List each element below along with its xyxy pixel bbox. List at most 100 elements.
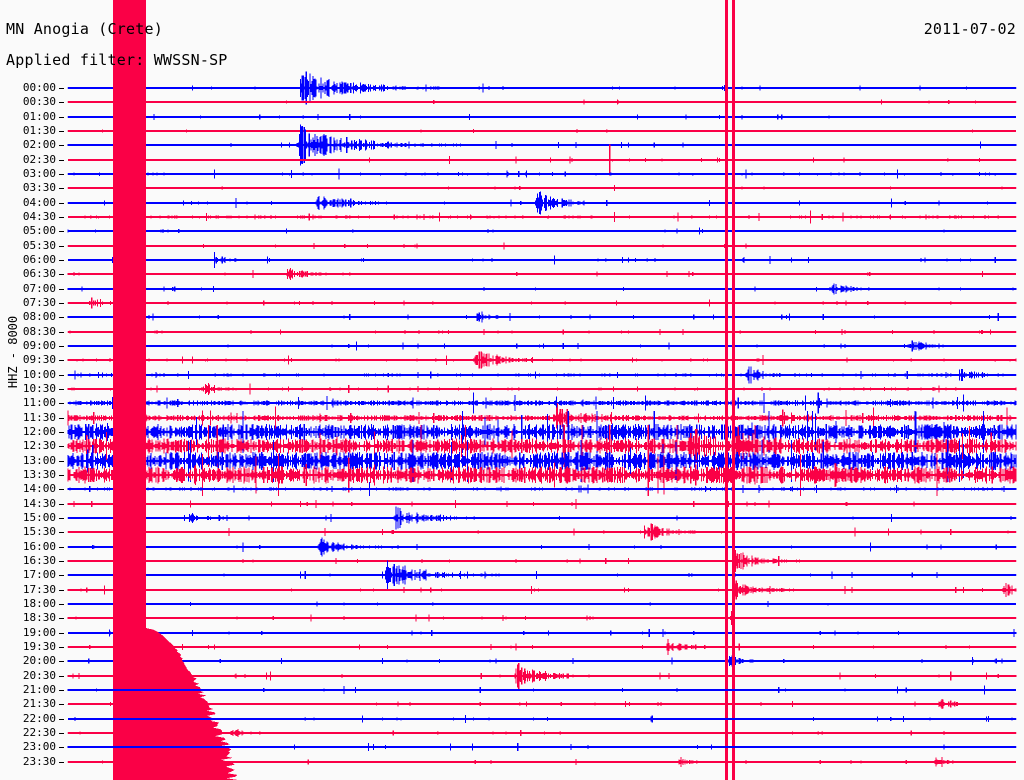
clipped-signal-band [732,0,735,780]
time-tick-mark [59,332,64,333]
time-tick-label: 21:30 [22,697,56,710]
time-tick-label: 08:30 [22,325,56,338]
time-tick-mark [59,590,64,591]
time-tick-label: 23:30 [22,755,56,768]
time-tick-label: 13:00 [22,454,56,467]
time-tick-mark [59,561,64,562]
time-tick-mark [59,117,64,118]
time-tick-label: 15:30 [22,525,56,538]
time-tick-mark [59,504,64,505]
time-tick-label: 01:30 [22,124,56,137]
time-tick-mark [59,389,64,390]
time-tick-mark [59,145,64,146]
time-tick-label: 06:00 [22,253,56,266]
time-tick-mark [59,260,64,261]
time-tick-label: 09:00 [22,339,56,352]
time-tick-mark [59,618,64,619]
time-tick-mark [59,719,64,720]
time-tick-mark [59,418,64,419]
clipped-signal-band [146,628,238,780]
time-tick-mark [59,704,64,705]
time-tick-mark [59,317,64,318]
time-tick-mark [59,160,64,161]
time-tick-label: 22:00 [22,712,56,725]
time-tick-label: 03:00 [22,167,56,180]
page-title: MN Anogia (Crete) [6,20,163,38]
time-tick-mark [59,346,64,347]
time-tick-mark [59,733,64,734]
time-tick-mark [59,633,64,634]
time-tick-label: 14:30 [22,497,56,510]
time-tick-mark [59,747,64,748]
time-tick-mark [59,647,64,648]
clipped-signal-band [725,0,728,780]
time-tick-mark [59,661,64,662]
time-tick-label: 10:30 [22,382,56,395]
date-label: 2011-07-02 [923,20,1016,38]
time-tick-label: 06:30 [22,267,56,280]
time-tick-label: 11:00 [22,396,56,409]
time-tick-label: 13:30 [22,468,56,481]
time-tick-label: 16:30 [22,554,56,567]
time-tick-mark [59,375,64,376]
time-tick-label: 22:30 [22,726,56,739]
time-tick-label: 19:30 [22,640,56,653]
time-tick-mark [59,532,64,533]
time-tick-label: 08:00 [22,310,56,323]
time-tick-label: 00:30 [22,95,56,108]
time-tick-label: 18:00 [22,597,56,610]
time-tick-mark [59,575,64,576]
time-tick-label: 14:00 [22,482,56,495]
time-tick-mark [59,676,64,677]
applied-filter-label: Applied filter: WWSSN-SP [6,51,228,69]
time-tick-label: 12:00 [22,425,56,438]
time-tick-mark [59,547,64,548]
time-tick-label: 07:30 [22,296,56,309]
time-tick-label: 23:00 [22,740,56,753]
time-axis: 00:00 00:30 01:00 01:30 02:00 02:30 03:00 03:30… [0,0,66,780]
time-tick-label: 18:30 [22,611,56,624]
time-tick-mark [59,604,64,605]
time-tick-label: 20:30 [22,669,56,682]
time-tick-label: 16:00 [22,540,56,553]
time-tick-mark [59,446,64,447]
time-tick-mark [59,274,64,275]
time-tick-label: 03:30 [22,181,56,194]
time-tick-label: 02:30 [22,153,56,166]
time-tick-label: 09:30 [22,353,56,366]
time-tick-mark [59,762,64,763]
clipped-signal-band [113,0,146,780]
time-tick-mark [59,188,64,189]
time-tick-label: 12:30 [22,439,56,452]
time-tick-label: 05:00 [22,224,56,237]
time-tick-mark [59,360,64,361]
time-tick-label: 10:00 [22,368,56,381]
time-tick-label: 01:00 [22,110,56,123]
time-tick-label: 04:00 [22,196,56,209]
time-tick-label: 00:00 [22,81,56,94]
time-tick-mark [59,475,64,476]
time-tick-mark [59,88,64,89]
time-tick-mark [59,174,64,175]
time-tick-label: 15:00 [22,511,56,524]
time-tick-mark [59,690,64,691]
time-tick-label: 17:00 [22,568,56,581]
time-tick-label: 05:30 [22,239,56,252]
time-tick-mark [59,303,64,304]
time-tick-mark [59,217,64,218]
time-tick-mark [59,102,64,103]
time-tick-mark [59,246,64,247]
time-tick-label: 19:00 [22,626,56,639]
time-tick-label: 17:30 [22,583,56,596]
time-tick-label: 20:00 [22,654,56,667]
time-tick-mark [59,489,64,490]
time-tick-mark [59,403,64,404]
time-tick-label: 21:00 [22,683,56,696]
time-tick-mark [59,432,64,433]
time-tick-label: 07:00 [22,282,56,295]
time-tick-mark [59,518,64,519]
time-tick-mark [59,289,64,290]
time-tick-mark [59,131,64,132]
